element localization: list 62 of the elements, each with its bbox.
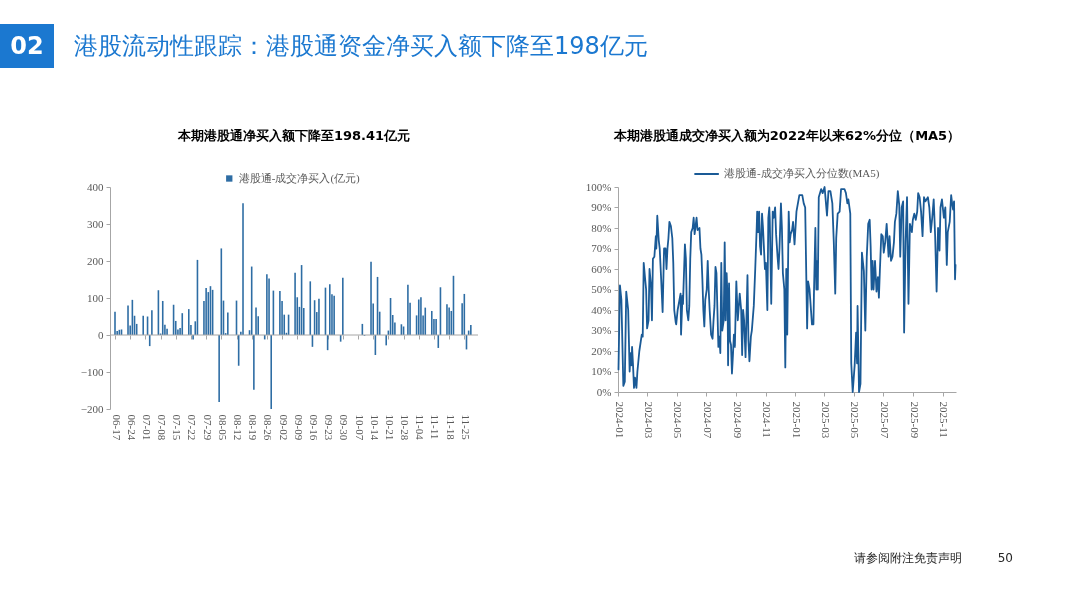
y-tick-label: 90% [591, 201, 612, 213]
x-tick-label: 10-14 [368, 414, 381, 441]
x-tick-label: 07-01 [140, 414, 153, 441]
y-tick-label: 200 [87, 254, 104, 267]
chart-title: 本期港股通净买入额下降至198.41亿元 [176, 128, 411, 143]
x-tick-label: 2024-11 [761, 401, 774, 438]
x-tick-label: 2025-07 [878, 401, 891, 439]
x-tick-label: 2025-05 [849, 401, 862, 439]
x-tick-label: 06-24 [125, 414, 138, 441]
text: 02 [10, 32, 44, 60]
y-tick-label: −200 [80, 402, 104, 415]
x-tick-label: 2025-01 [790, 401, 803, 439]
x-tick-label: 11-18 [444, 414, 457, 441]
x-tick-label: 2024-03 [642, 401, 655, 439]
x-tick-label: 2024-09 [731, 401, 744, 439]
text: 50 [997, 551, 1013, 565]
x-tick-label: 2025-11 [938, 401, 951, 438]
y-tick-label: 10% [591, 365, 612, 377]
text: 港股流动性跟踪：港股通资金净买入额下降至198亿元 [74, 32, 648, 60]
x-tick-label: 2025-03 [819, 401, 832, 439]
x-tick-label: 10-28 [399, 414, 412, 441]
x-tick-label: 2025-09 [908, 401, 921, 439]
x-tick-label: 07-22 [186, 414, 199, 441]
y-tick-label: 0% [596, 385, 612, 398]
x-tick-label: 08-19 [247, 414, 260, 441]
y-tick-label: −100 [80, 365, 104, 378]
text: 请参阅附注免责声明 [853, 551, 962, 565]
x-tick-label: 08-26 [262, 414, 275, 441]
x-tick-label: 09-02 [277, 414, 290, 441]
x-tick-label: 11-04 [414, 414, 427, 441]
y-tick-label: 100% [585, 180, 612, 193]
x-tick-label: 09-30 [338, 414, 351, 441]
y-tick-label: 60% [591, 262, 612, 275]
y-tick-label: 100 [87, 291, 104, 304]
legend-label: 港股通-成交净买入(亿元) [238, 171, 361, 185]
x-tick-label: 2024-01 [613, 401, 626, 439]
x-tick-label: 09-16 [307, 414, 320, 441]
y-tick-label: 20% [591, 344, 612, 357]
x-tick-label: 10-21 [383, 414, 396, 441]
x-tick-label: 11-11 [429, 414, 442, 440]
x-tick-label: 09-23 [323, 414, 336, 441]
x-tick-label: 08-05 [216, 414, 229, 441]
y-tick-label: 400 [87, 180, 104, 193]
x-tick-label: 10-07 [353, 414, 366, 441]
x-tick-label: 07-08 [156, 414, 169, 441]
y-tick-label: 40% [591, 303, 612, 316]
y-tick-label: 70% [591, 242, 612, 254]
y-tick-label: 300 [87, 217, 104, 230]
y-tick-label: 80% [591, 221, 612, 234]
x-tick-label: 11-25 [459, 414, 472, 441]
x-tick-label: 07-15 [171, 414, 184, 441]
x-tick-label: 09-09 [292, 414, 305, 441]
y-tick-label: 0 [98, 328, 104, 341]
x-tick-label: 06-17 [110, 414, 123, 441]
x-tick-label: 2024-07 [701, 401, 714, 439]
x-tick-label: 07-29 [201, 414, 214, 441]
x-tick-label: 2024-05 [672, 401, 685, 439]
legend-label: 港股通-成交净买入分位数(MA5) [724, 167, 880, 181]
x-tick-label: 08-12 [232, 414, 244, 441]
chart-title: 本期港股通成交净买入额为2022年以来62%分位（MA5） [612, 128, 961, 143]
y-tick-label: 50% [591, 283, 612, 295]
y-tick-label: 30% [591, 324, 612, 336]
